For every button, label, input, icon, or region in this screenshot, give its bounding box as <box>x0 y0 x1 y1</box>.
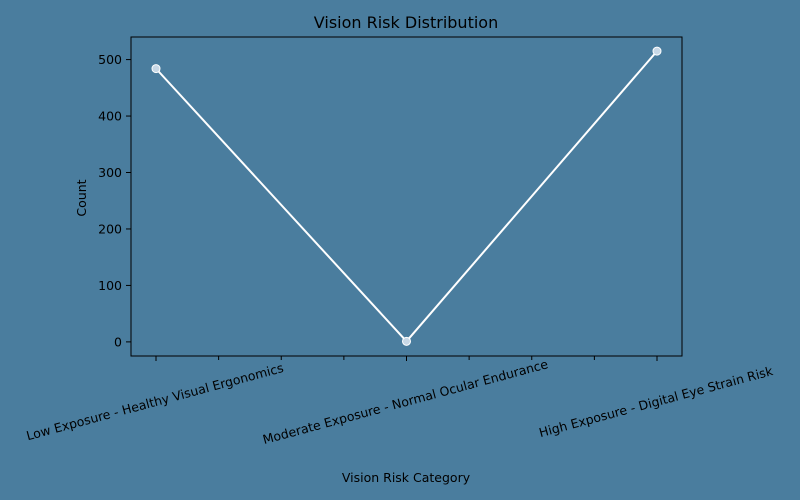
plot-area <box>130 36 683 357</box>
x-tick-label: High Exposure - Digital Eye Strain Risk <box>537 363 775 440</box>
y-tick-label: 500 <box>98 52 122 67</box>
y-tick-label: 300 <box>98 165 122 180</box>
x-tick-label: Low Exposure - Healthy Visual Ergonomics <box>25 360 285 443</box>
y-axis: 0 100 200 300 400 500 <box>98 52 131 349</box>
x-axis: Low Exposure - Healthy Visual Ergonomics… <box>25 356 775 447</box>
y-axis-label: Count <box>74 179 89 216</box>
y-tick-label: 100 <box>98 278 122 293</box>
data-point <box>652 46 662 56</box>
series-group <box>151 46 662 346</box>
y-tick-label: 400 <box>98 109 122 124</box>
y-tick-label: 0 <box>114 334 122 349</box>
x-tick-label: Moderate Exposure - Normal Ocular Endura… <box>261 356 550 447</box>
chart-title: Vision Risk Distribution <box>314 13 498 32</box>
y-tick-label: 200 <box>98 221 122 236</box>
x-axis-label: Vision Risk Category <box>342 470 471 485</box>
data-point <box>151 64 161 74</box>
data-point <box>402 336 411 346</box>
